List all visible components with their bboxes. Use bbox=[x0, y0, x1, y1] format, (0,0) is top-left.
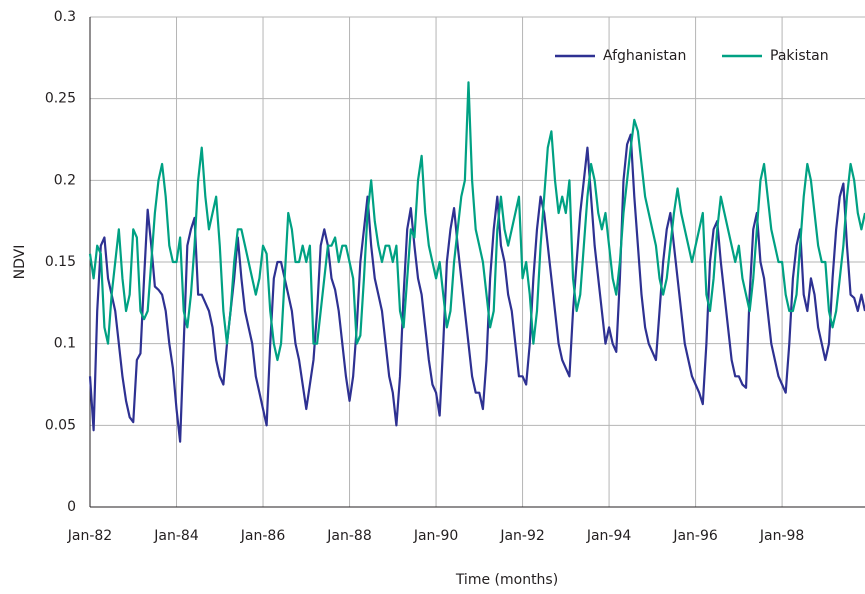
data-line bbox=[88, 133, 865, 443]
x-tick-label: Jan-92 bbox=[499, 528, 544, 544]
x-tick-label: Jan-96 bbox=[672, 528, 718, 544]
y-tick-label: 0.15 bbox=[45, 254, 76, 270]
x-tick-label: Jan-84 bbox=[153, 528, 199, 544]
legend-label: Afghanistan bbox=[603, 48, 686, 64]
legend-label: Pakistan bbox=[770, 48, 829, 64]
y-tick-label: 0.3 bbox=[54, 9, 76, 25]
y-axis-label: NDVI bbox=[12, 245, 28, 280]
x-tick-label: Jan-94 bbox=[586, 528, 632, 544]
y-tick-label: 0.1 bbox=[54, 336, 76, 352]
x-tick-label: Jan-86 bbox=[240, 528, 286, 544]
x-tick-label: Jan-82 bbox=[67, 528, 112, 544]
y-tick-label: 0 bbox=[67, 499, 76, 515]
x-tick-label: Jan-98 bbox=[759, 528, 804, 544]
x-tick-label: Jan-88 bbox=[326, 528, 371, 544]
y-tick-label: 0.05 bbox=[45, 417, 76, 433]
x-axis-label: Time (months) bbox=[455, 572, 558, 588]
data-line bbox=[88, 81, 865, 362]
y-tick-label: 0.2 bbox=[54, 172, 76, 188]
x-tick-label: Jan-90 bbox=[413, 528, 458, 544]
y-tick-label: 0.25 bbox=[45, 91, 76, 107]
